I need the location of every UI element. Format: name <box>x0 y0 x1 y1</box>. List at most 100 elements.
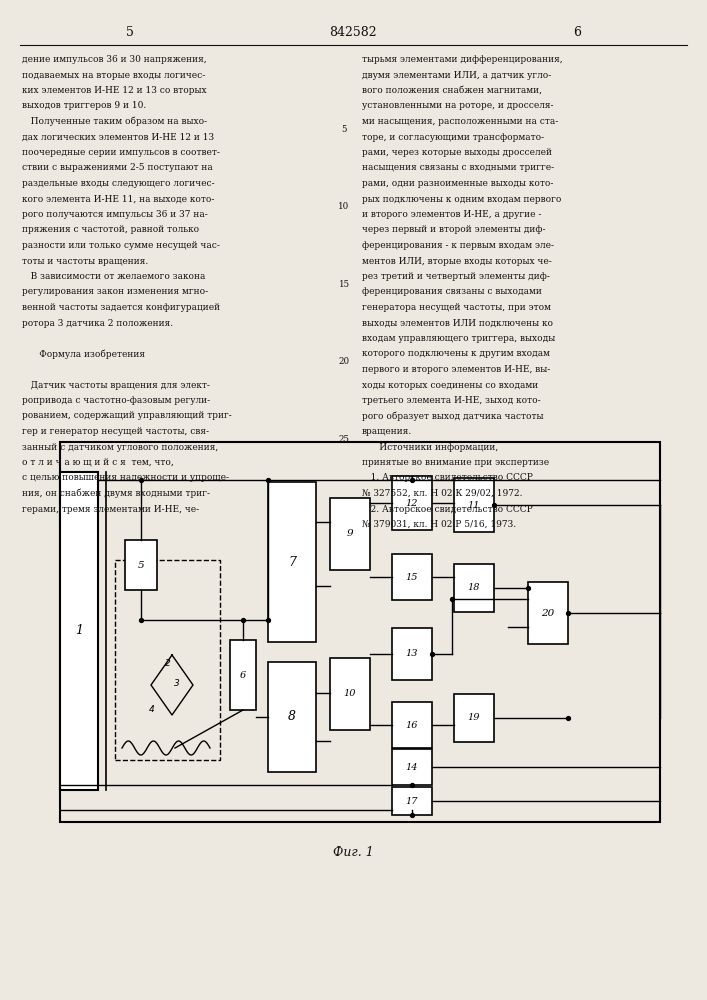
Text: 13: 13 <box>406 650 419 658</box>
FancyBboxPatch shape <box>392 628 432 680</box>
FancyBboxPatch shape <box>268 482 316 642</box>
Text: 2. Авторское свидетельство СССР: 2. Авторское свидетельство СССР <box>362 504 533 514</box>
FancyBboxPatch shape <box>392 749 432 785</box>
Text: разности или только сумме несущей час-: разности или только сумме несущей час- <box>22 241 220 250</box>
Text: ференцирования - к первым входам эле-: ференцирования - к первым входам эле- <box>362 241 554 250</box>
Text: с целью повышения надежности и упроще-: с целью повышения надежности и упроще- <box>22 474 229 483</box>
Text: Источники информации,: Источники информации, <box>362 442 498 452</box>
Text: рез третий и четвертый элементы диф-: рез третий и четвертый элементы диф- <box>362 272 550 281</box>
Text: 20: 20 <box>339 357 349 366</box>
Text: 9: 9 <box>346 530 354 538</box>
FancyBboxPatch shape <box>230 640 256 710</box>
Text: выходы элементов ИЛИ подключены ко: выходы элементов ИЛИ подключены ко <box>362 318 553 328</box>
Text: 5: 5 <box>138 560 144 570</box>
Text: ропривода с частотно-фазовым регули-: ропривода с частотно-фазовым регули- <box>22 396 210 405</box>
Text: 6: 6 <box>240 670 246 680</box>
FancyBboxPatch shape <box>392 554 432 600</box>
Text: № 327552, кл. Н 02 К 29/02, 1972.: № 327552, кл. Н 02 К 29/02, 1972. <box>362 489 522 498</box>
FancyBboxPatch shape <box>125 540 157 590</box>
Text: 19: 19 <box>468 714 480 722</box>
Text: ротора 3 датчика 2 положения.: ротора 3 датчика 2 положения. <box>22 318 173 328</box>
Text: тырьмя элементами дифференцирования,: тырьмя элементами дифференцирования, <box>362 55 563 64</box>
Text: рых подключены к одним входам первого: рых подключены к одним входам первого <box>362 194 561 204</box>
Text: первого и второго элементов И-НЕ, вы-: первого и второго элементов И-НЕ, вы- <box>362 365 550 374</box>
Text: 15: 15 <box>406 572 419 582</box>
Text: рого образует выход датчика частоты: рого образует выход датчика частоты <box>362 412 544 421</box>
Text: генератора несущей частоты, при этом: генератора несущей частоты, при этом <box>362 303 551 312</box>
Text: рами, через которые выходы дросселей: рами, через которые выходы дросселей <box>362 148 552 157</box>
FancyBboxPatch shape <box>60 442 660 822</box>
Text: 17: 17 <box>406 796 419 806</box>
Text: выходов триггеров 9 и 10.: выходов триггеров 9 и 10. <box>22 102 146 110</box>
Text: занный с датчиком углового положения,: занный с датчиком углового положения, <box>22 442 218 452</box>
Text: ментов ИЛИ, вторые входы которых че-: ментов ИЛИ, вторые входы которых че- <box>362 256 551 265</box>
Text: 7: 7 <box>288 556 296 568</box>
Text: рого получаются импульсы 36 и 37 на-: рого получаются импульсы 36 и 37 на- <box>22 210 208 219</box>
FancyBboxPatch shape <box>330 658 370 730</box>
Text: установленными на роторе, и дросселя-: установленными на роторе, и дросселя- <box>362 102 554 110</box>
FancyBboxPatch shape <box>454 478 494 532</box>
Text: Полученные таким образом на выхо-: Полученные таким образом на выхо- <box>22 117 207 126</box>
Text: 14: 14 <box>406 762 419 772</box>
Text: дение импульсов 36 и 30 напряжения,: дение импульсов 36 и 30 напряжения, <box>22 55 206 64</box>
Text: венной частоты задается конфигурацией: венной частоты задается конфигурацией <box>22 303 220 312</box>
Text: 20: 20 <box>542 608 554 617</box>
Text: подаваемых на вторые входы логичес-: подаваемых на вторые входы логичес- <box>22 70 205 80</box>
Text: ми насыщения, расположенными на ста-: ми насыщения, расположенными на ста- <box>362 117 559 126</box>
Text: 842582: 842582 <box>329 26 377 39</box>
Text: ких элементов И-НЕ 12 и 13 со вторых: ких элементов И-НЕ 12 и 13 со вторых <box>22 86 206 95</box>
Text: Датчик частоты вращения для элект-: Датчик частоты вращения для элект- <box>22 380 210 389</box>
Text: В зависимости от желаемого закона: В зависимости от желаемого закона <box>22 272 205 281</box>
Text: 18: 18 <box>468 584 480 592</box>
Text: Фиг. 1: Фиг. 1 <box>332 846 373 858</box>
Text: ходы которых соединены со входами: ходы которых соединены со входами <box>362 380 538 389</box>
Text: 6: 6 <box>573 26 581 39</box>
Text: регулирования закон изменения мгно-: регулирования закон изменения мгно- <box>22 288 208 296</box>
Text: 5: 5 <box>126 26 134 39</box>
Text: раздельные входы следующего логичес-: раздельные входы следующего логичес- <box>22 179 215 188</box>
Text: двумя элементами ИЛИ, а датчик угло-: двумя элементами ИЛИ, а датчик угло- <box>362 70 551 80</box>
Text: 1. Авторское свидетельство СССР: 1. Авторское свидетельство СССР <box>362 474 533 483</box>
Text: рованием, содержащий управляющий триг-: рованием, содержащий управляющий триг- <box>22 412 232 420</box>
Text: № 379031, кл. Н 02 Р 5/16, 1973.: № 379031, кл. Н 02 Р 5/16, 1973. <box>362 520 516 529</box>
Text: торе, и согласующими трансформато-: торе, и согласующими трансформато- <box>362 132 544 141</box>
Text: 1: 1 <box>75 624 83 638</box>
Text: герами, тремя элементами И-НЕ, че-: герами, тремя элементами И-НЕ, че- <box>22 504 199 514</box>
Text: 10: 10 <box>344 690 356 698</box>
FancyBboxPatch shape <box>392 787 432 815</box>
Text: 16: 16 <box>406 720 419 730</box>
Text: вого положения снабжен магнитами,: вого положения снабжен магнитами, <box>362 86 542 95</box>
Text: 8: 8 <box>288 710 296 724</box>
Text: 12: 12 <box>406 498 419 508</box>
Text: третьего элемента И-НЕ, зыход кото-: третьего элемента И-НЕ, зыход кото- <box>362 396 541 405</box>
Text: 15: 15 <box>339 280 349 289</box>
FancyBboxPatch shape <box>268 662 316 772</box>
Text: 2: 2 <box>165 658 171 668</box>
FancyBboxPatch shape <box>330 498 370 570</box>
Text: Формула изобретения: Формула изобретения <box>22 350 145 359</box>
Text: поочередные серии импульсов в соответ-: поочередные серии импульсов в соответ- <box>22 148 220 157</box>
Text: ференцирования связаны с выходами: ференцирования связаны с выходами <box>362 288 542 296</box>
Text: гер и генератор несущей частоты, свя-: гер и генератор несущей частоты, свя- <box>22 427 209 436</box>
Text: дах логических элементов И-НЕ 12 и 13: дах логических элементов И-НЕ 12 и 13 <box>22 132 214 141</box>
FancyBboxPatch shape <box>454 694 494 742</box>
Text: 25: 25 <box>339 435 349 444</box>
FancyBboxPatch shape <box>454 564 494 612</box>
Text: 11: 11 <box>468 500 480 510</box>
Text: о т л и ч а ю щ и й с я  тем, что,: о т л и ч а ю щ и й с я тем, что, <box>22 458 174 467</box>
Text: принятые во внимание при экспертизе: принятые во внимание при экспертизе <box>362 458 549 467</box>
Text: насыщения связаны с входными тригге-: насыщения связаны с входными тригге- <box>362 163 554 172</box>
Text: вращения.: вращения. <box>362 427 412 436</box>
Text: кого элемента И-НЕ 11, на выходе кото-: кого элемента И-НЕ 11, на выходе кото- <box>22 194 214 204</box>
FancyBboxPatch shape <box>392 702 432 748</box>
Text: рами, одни разноименные выходы кото-: рами, одни разноименные выходы кото- <box>362 179 554 188</box>
FancyBboxPatch shape <box>60 472 98 790</box>
FancyBboxPatch shape <box>392 476 432 530</box>
Text: 5: 5 <box>341 125 346 134</box>
Text: тоты и частоты вращения.: тоты и частоты вращения. <box>22 256 148 265</box>
Text: 10: 10 <box>339 202 350 211</box>
Text: ния, он снабжен двумя входными триг-: ния, он снабжен двумя входными триг- <box>22 489 210 498</box>
Text: пряжения с частотой, равной только: пряжения с частотой, равной только <box>22 226 199 234</box>
Text: ствии с выражениями 2-5 поступают на: ствии с выражениями 2-5 поступают на <box>22 163 213 172</box>
Bar <box>115 560 220 760</box>
